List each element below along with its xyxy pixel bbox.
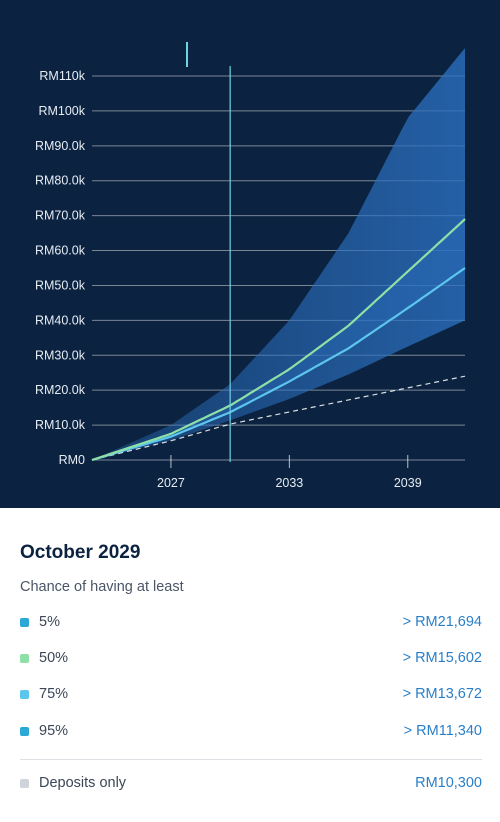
legend-dot-5	[20, 618, 29, 627]
y-tick-label: RM50.0k	[35, 278, 86, 292]
row-divider	[20, 759, 482, 760]
deposits-row: Deposits only RM10,300	[0, 768, 500, 804]
median-line	[91, 218, 466, 462]
deposits-line	[91, 375, 466, 461]
percentile-value: > RM11,340	[403, 723, 482, 739]
y-tick-label: RM90.0k	[35, 139, 86, 153]
legend-dot-75	[20, 690, 29, 699]
percentile-row-75: 75% > RM13,672	[0, 679, 500, 715]
percentile-row-95: 95% > RM11,340	[0, 716, 500, 752]
y-tick-label: RM20.0k	[35, 383, 86, 397]
y-tick-label: RM80.0k	[35, 174, 86, 188]
percentile-row-50: 50% > RM15,602	[0, 643, 500, 679]
projection-chart-svg[interactable]: RM0 RM10.0k RM20.0k RM30.0k RM40.0k RM50.0k RM…	[0, 0, 500, 508]
confidence-band-outer	[92, 48, 465, 460]
selected-date-title: October 2029	[20, 542, 141, 563]
legend-dot-deposits	[20, 779, 29, 788]
percentile-label: 5%	[39, 614, 60, 630]
y-tick-label: RM100k	[38, 104, 85, 118]
detail-panel: October 2029 Chance of having at least 5…	[0, 508, 500, 822]
deposits-label: Deposits only	[39, 775, 127, 791]
x-tick-label: 2033	[275, 476, 303, 490]
y-tick-label: RM60.0k	[35, 244, 86, 258]
y-tick-label: RM110k	[39, 69, 85, 83]
percentile-label: 95%	[39, 723, 69, 739]
x-tick-label: 2027	[157, 476, 185, 490]
x-tick-label: 2039	[394, 476, 422, 490]
chance-subtitle: Chance of having at least	[20, 579, 184, 595]
p75-line	[91, 267, 466, 462]
legend-dot-95	[20, 727, 29, 736]
percentile-value: > RM13,672	[402, 686, 482, 702]
projection-chart[interactable]: RM0 RM10.0k RM20.0k RM30.0k RM40.0k RM50.0k RM…	[0, 0, 500, 508]
y-tick-label: RM40.0k	[35, 313, 86, 327]
percentile-label: 75%	[39, 686, 69, 702]
y-tick-label: RM30.0k	[35, 348, 86, 362]
legend-dot-50	[20, 654, 29, 663]
percentile-label: 50%	[39, 650, 69, 666]
deposits-value: RM10,300	[415, 775, 482, 791]
y-tick-label: RM10.0k	[35, 418, 86, 432]
percentile-value: > RM21,694	[402, 614, 482, 630]
percentile-value: > RM15,602	[402, 650, 482, 666]
y-tick-label: RM70.0k	[35, 209, 86, 223]
percentile-row-5: 5% > RM21,694	[0, 607, 500, 643]
y-tick-label: RM0	[59, 453, 85, 467]
